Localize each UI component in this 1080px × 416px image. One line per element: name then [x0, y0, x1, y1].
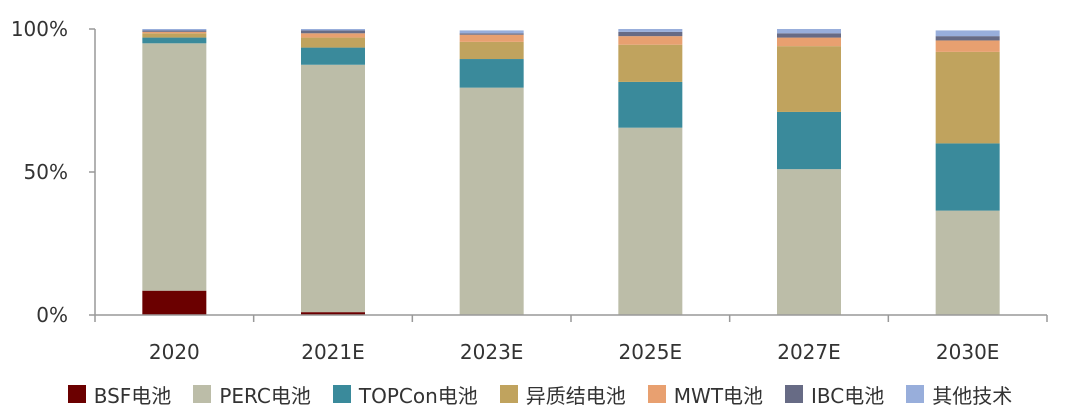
legend: BSF电池 PERC电池 TOPCon电池 异质结电池 MWT电池 IBC电池 其他技术 — [0, 378, 1080, 410]
legend-label: 异质结电池 — [525, 383, 626, 408]
bar-segment — [618, 36, 683, 45]
bar-segment — [301, 37, 365, 48]
legend-item: MWT电池 — [647, 380, 764, 409]
legend-swatch — [499, 385, 518, 403]
stacked-bar-chart: 0% 50% 100% 2020 2021E 2023E 2025E 2027E 2030E — [11, 17, 1048, 364]
bar-segment — [142, 33, 207, 38]
y-tick-label: 100% — [11, 17, 68, 41]
bar-segment — [459, 33, 524, 35]
legend-item: PERC电池 — [193, 380, 311, 409]
bar-segment — [618, 29, 683, 32]
legend-item: IBC电池 — [785, 380, 884, 409]
legend-item: 异质结电池 — [499, 380, 626, 409]
bar-segment — [777, 29, 841, 34]
bar-segment — [459, 59, 524, 88]
bar-segment — [301, 47, 365, 65]
legend-label: BSF电池 — [93, 383, 172, 408]
legend-swatch — [647, 385, 666, 403]
bar-segment — [935, 210, 1000, 315]
legend-swatch — [906, 385, 925, 403]
bar-segment — [459, 41, 524, 60]
x-tick-label: 2020 — [149, 340, 200, 364]
y-tick-label: 0% — [36, 303, 68, 327]
legend-label: IBC电池 — [811, 383, 885, 408]
legend-label: 其他技术 — [932, 383, 1013, 408]
x-tick-label: 2030E — [936, 340, 1000, 364]
x-tick-label: 2027E — [777, 340, 841, 364]
bar-segment — [618, 127, 683, 315]
bar-segment — [142, 37, 207, 44]
bar-segment — [777, 37, 841, 47]
bar-segment — [142, 31, 207, 34]
legend-swatch — [67, 385, 86, 403]
bar-segment — [618, 44, 683, 82]
bar-segment — [777, 46, 841, 112]
bar-segment — [142, 29, 207, 31]
bar-segment — [142, 43, 207, 291]
bar-segment — [935, 143, 1000, 211]
y-tick-label: 50% — [24, 160, 68, 184]
bar-segment — [935, 36, 1000, 41]
bar-segment — [777, 111, 841, 170]
bar-segment — [459, 87, 524, 315]
bar-segment — [618, 31, 683, 37]
x-tick-label: 2021E — [301, 340, 365, 364]
bar-segment — [142, 30, 207, 32]
legend-item: TOPCon电池 — [332, 380, 478, 409]
legend-label: PERC电池 — [219, 383, 311, 408]
legend-item: BSF电池 — [67, 380, 172, 409]
legend-swatch — [193, 385, 212, 403]
bar-segment — [935, 30, 1000, 37]
legend-label: TOPCon电池 — [358, 383, 478, 408]
legend-swatch — [332, 385, 351, 403]
bar-segment — [301, 33, 365, 38]
bar-segment — [301, 64, 365, 313]
bar-segment — [935, 51, 1000, 144]
bar-segment — [142, 290, 207, 315]
bar-segment — [777, 169, 841, 315]
legend-swatch — [785, 385, 804, 403]
bar-segment — [777, 33, 841, 38]
bar-segment — [459, 34, 524, 42]
x-tick-label: 2025E — [619, 340, 683, 364]
bar-segment — [301, 312, 365, 315]
bar-segment — [935, 40, 1000, 52]
legend-label: MWT电池 — [673, 383, 764, 408]
bar-segment — [301, 30, 365, 34]
x-tick-label: 2023E — [460, 340, 524, 364]
bar-segment — [301, 29, 365, 31]
bar-segment — [618, 81, 683, 128]
legend-item: 其他技术 — [906, 380, 1012, 409]
bar-segment — [459, 30, 524, 34]
